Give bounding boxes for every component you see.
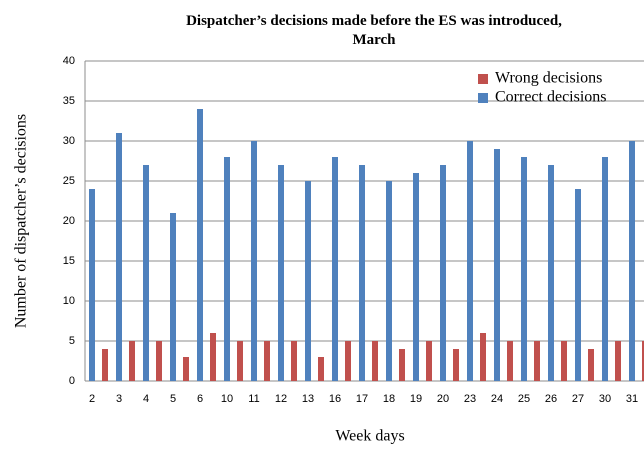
x-tick-label: 5 (170, 393, 176, 405)
y-tick-label: 20 (63, 215, 75, 227)
bar (143, 165, 149, 381)
x-tick-label: 4 (143, 393, 149, 405)
x-tick-label: 11 (248, 393, 259, 405)
x-tick-label: 24 (491, 393, 503, 405)
bar (224, 157, 230, 381)
x-tick-label: 6 (197, 393, 203, 405)
x-tick-label: 10 (221, 393, 233, 405)
bar (561, 341, 567, 381)
x-axis-label: Week days (335, 428, 404, 445)
bar (440, 165, 446, 381)
bar (129, 341, 135, 381)
bar (642, 341, 644, 381)
x-tick-label: 12 (275, 393, 287, 405)
x-tick-label: 31 (626, 393, 638, 405)
bar (480, 333, 486, 381)
title-line-1: Dispatcher’s decisions made before the E… (186, 13, 562, 29)
bar (467, 141, 473, 381)
bar (426, 341, 432, 381)
bar (89, 189, 95, 381)
x-tick-label: 13 (302, 393, 314, 405)
bar (534, 341, 540, 381)
legend-swatch (478, 93, 488, 103)
bar (264, 341, 270, 381)
x-tick-label: 2 (89, 393, 95, 405)
y-axis-label: Number of dispatcher’s decisions (13, 114, 30, 328)
bar (494, 149, 500, 381)
bar (629, 141, 635, 381)
legend-label: Correct decisions (495, 89, 607, 106)
bar (251, 141, 257, 381)
bar (359, 165, 365, 381)
bar (102, 349, 108, 381)
x-tick-label: 26 (545, 393, 557, 405)
y-tick-label: 25 (63, 175, 75, 187)
legend-label: Wrong decisions (495, 70, 602, 87)
x-tick-label: 3 (116, 393, 122, 405)
bar (548, 165, 554, 381)
x-tick-label: 19 (410, 393, 422, 405)
bar (399, 349, 405, 381)
bar (413, 173, 419, 381)
x-tick-label: 17 (356, 393, 368, 405)
bar (575, 189, 581, 381)
bar (386, 181, 392, 381)
bar (156, 341, 162, 381)
chart-title: Dispatcher’s decisions made before the E… (186, 13, 562, 48)
y-tick-label: 35 (63, 95, 75, 107)
bar (170, 213, 176, 381)
x-tick-label: 30 (599, 393, 611, 405)
bar (305, 181, 311, 381)
title-line-2: March (352, 32, 396, 48)
x-tick-label: 16 (329, 393, 341, 405)
x-tick-label: 23 (464, 393, 476, 405)
y-tick-label: 40 (63, 55, 75, 67)
x-tick-label: 18 (383, 393, 395, 405)
bar (521, 157, 527, 381)
bar (507, 341, 513, 381)
x-tick-label: 27 (572, 393, 584, 405)
y-tick-label: 5 (69, 335, 75, 347)
bar (116, 133, 122, 381)
bar (588, 349, 594, 381)
y-tick-label: 30 (63, 135, 75, 147)
x-tick-label: 20 (437, 393, 449, 405)
y-tick-label: 15 (63, 255, 75, 267)
bar (332, 157, 338, 381)
x-tick-label: 25 (518, 393, 530, 405)
bar (345, 341, 351, 381)
bar (602, 157, 608, 381)
bar (197, 109, 203, 381)
bar (615, 341, 621, 381)
bar (278, 165, 284, 381)
legend-swatch (478, 74, 488, 84)
bar (183, 357, 189, 381)
bar (237, 341, 243, 381)
bar (453, 349, 459, 381)
bar (210, 333, 216, 381)
y-tick-label: 10 (63, 295, 75, 307)
bar (372, 341, 378, 381)
bar (291, 341, 297, 381)
bar (318, 357, 324, 381)
y-tick-label: 0 (69, 375, 75, 387)
